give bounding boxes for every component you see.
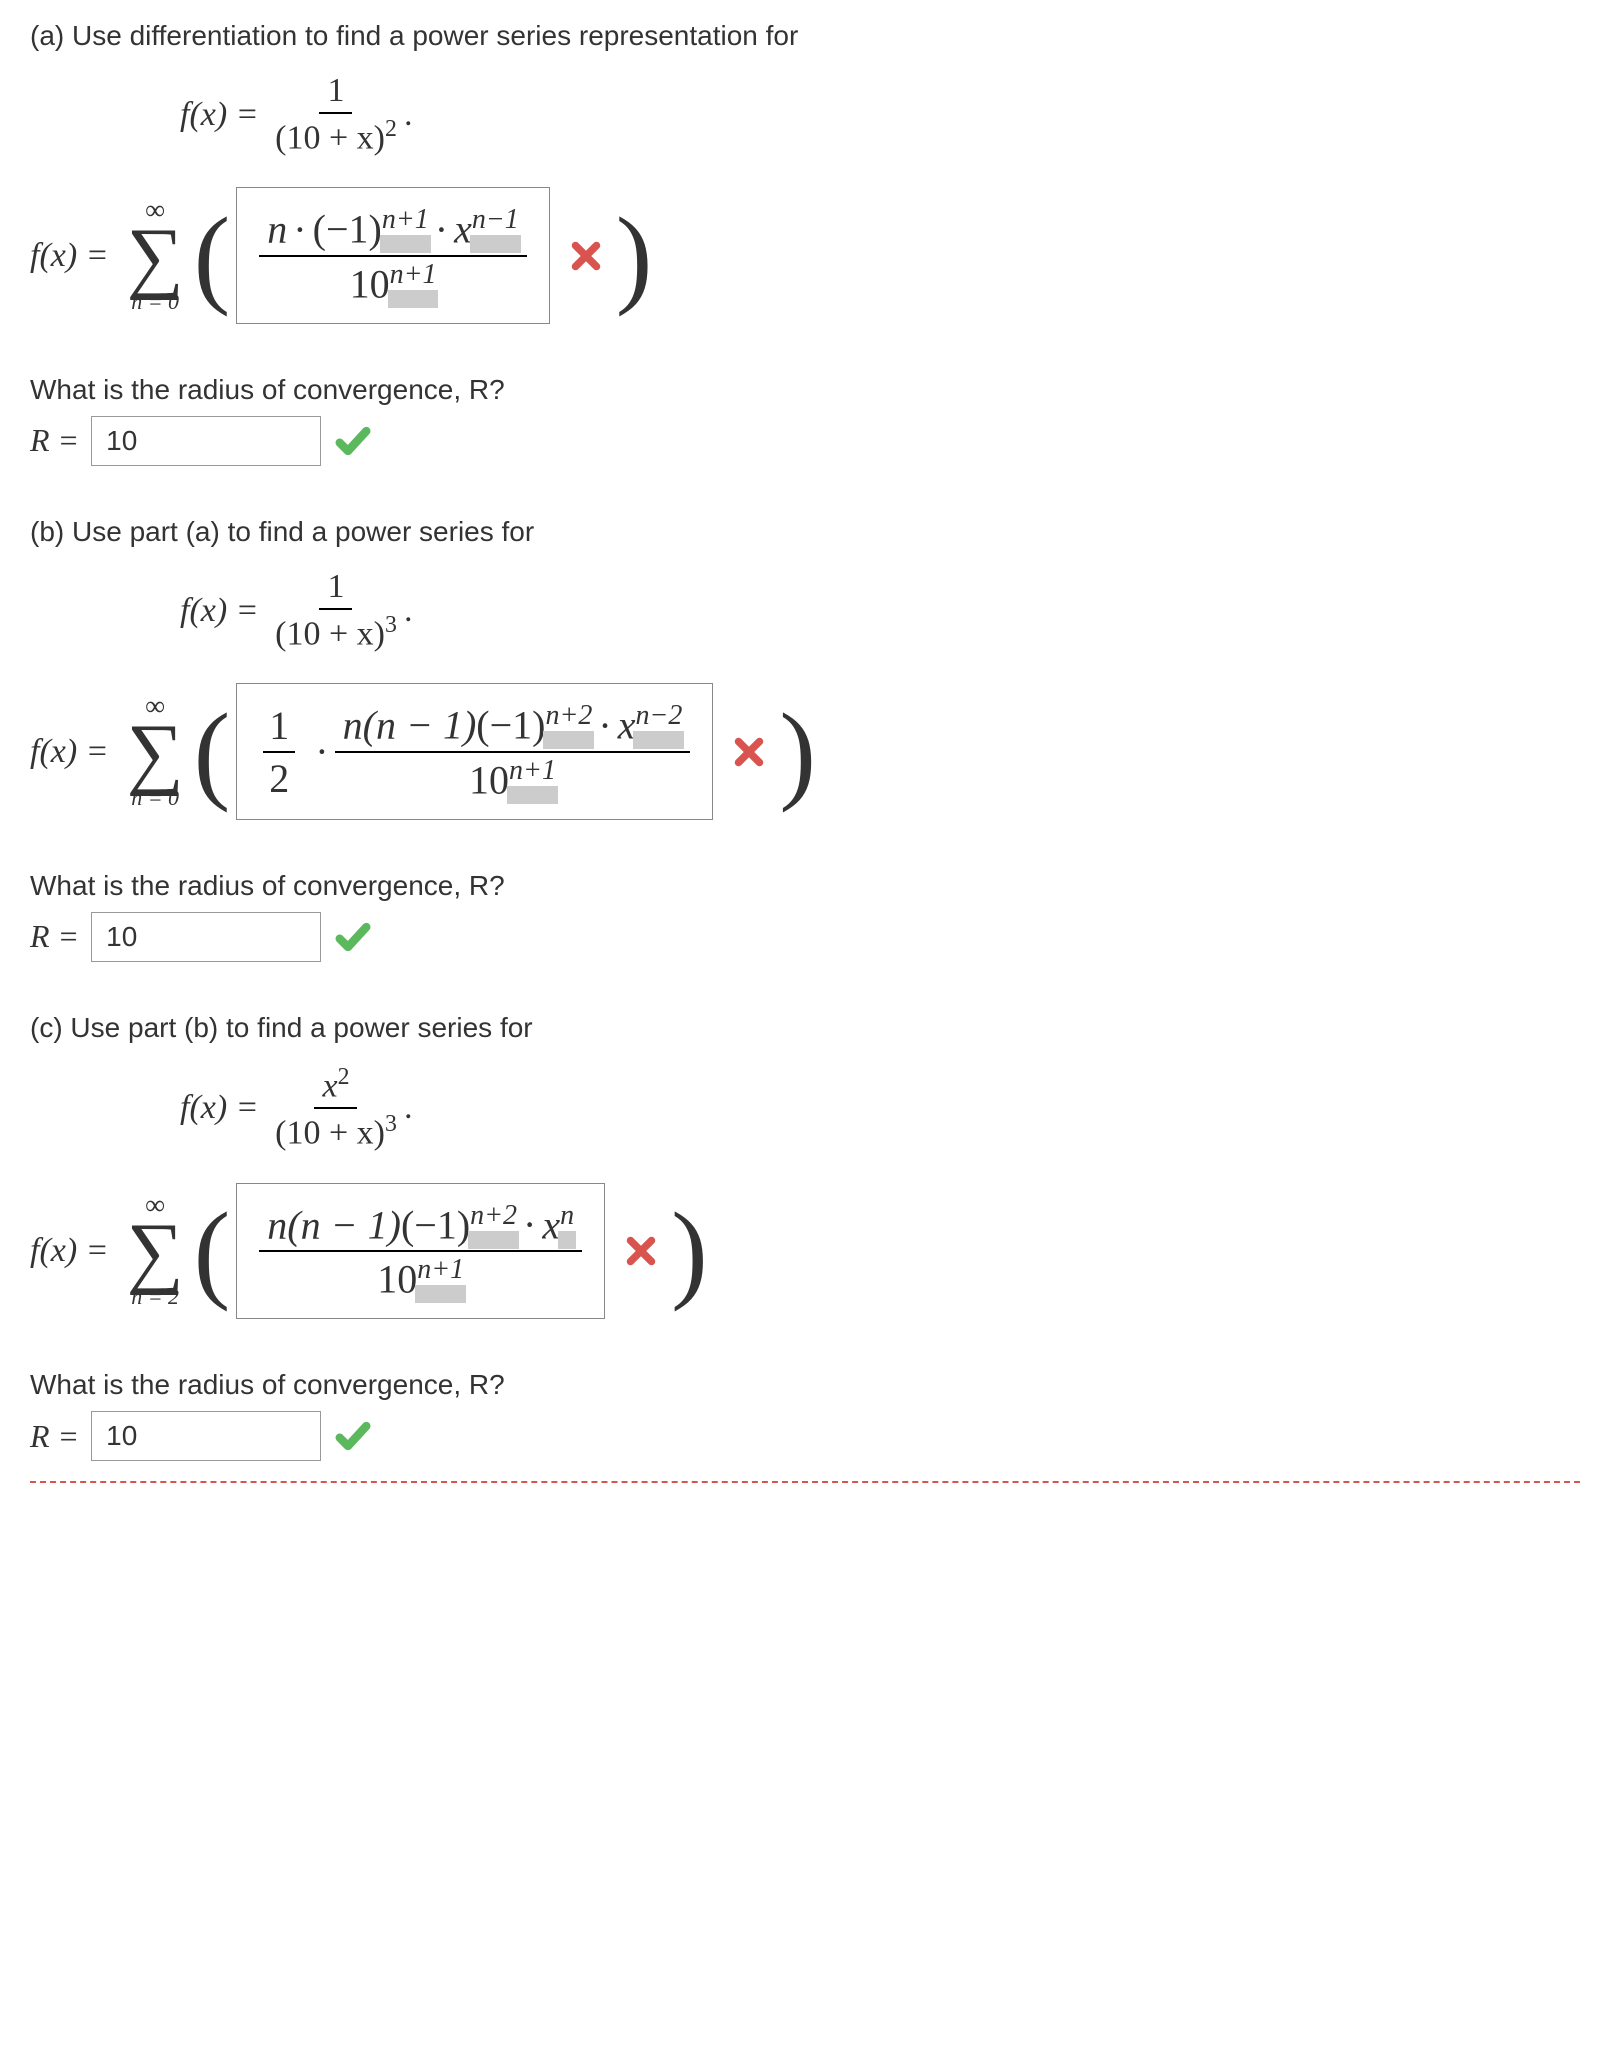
expr-num: n(n − 1)(−1)n+2·xn−2: [335, 700, 691, 752]
part-c-r-row: R = 10: [30, 1411, 1580, 1461]
wrong-icon: [568, 238, 604, 274]
def-den: (10 + x)3: [267, 610, 405, 653]
part-c-prompt: (c) Use part (b) to find a power series …: [30, 1012, 1580, 1044]
fx-label: f(x) =: [180, 96, 259, 134]
correct-icon: [333, 421, 373, 461]
fx-eq: f(x) =: [30, 237, 109, 275]
close-paren: ): [671, 1218, 708, 1284]
part-c-series: f(x) = ∞ ∑ n = 2 ( n(n − 1)(−1)n+2·xn 10…: [30, 1183, 1580, 1320]
part-c-r-question: What is the radius of convergence, R?: [30, 1369, 1580, 1401]
sigma: ∞ ∑ n = 2: [127, 1192, 184, 1310]
wrong-icon: [623, 1233, 659, 1269]
open-paren: (: [194, 223, 231, 289]
wrong-icon: [731, 734, 767, 770]
part-a-r-question: What is the radius of convergence, R?: [30, 374, 1580, 406]
r-input[interactable]: 10: [91, 1411, 321, 1461]
close-paren: ): [616, 223, 653, 289]
expr-den: 10n+1: [342, 257, 445, 307]
series-answer-box[interactable]: n·(−1)n+1·xn−1 10n+1: [236, 187, 549, 324]
part-a-series: f(x) = ∞ ∑ n = 0 ( n·(−1)n+1·xn−1 10n+1 …: [30, 187, 1580, 324]
series-answer-box[interactable]: n(n − 1)(−1)n+2·xn 10n+1: [236, 1183, 605, 1320]
expr-den: 10n+1: [461, 753, 564, 803]
part-b-prompt: (b) Use part (a) to find a power series …: [30, 516, 1580, 548]
fx-label: f(x) =: [180, 1089, 259, 1127]
sigma: ∞ ∑ n = 0: [127, 693, 184, 811]
r-label: R =: [30, 1418, 79, 1455]
fx-eq: f(x) =: [30, 733, 109, 771]
part-a-r-row: R = 10: [30, 416, 1580, 466]
def-num: x2: [314, 1064, 357, 1109]
part-b-r-row: R = 10: [30, 912, 1580, 962]
fx-label: f(x) =: [180, 592, 259, 630]
sigma: ∞ ∑ n = 0: [127, 197, 184, 315]
section-divider: [30, 1481, 1580, 1483]
close-paren: ): [779, 719, 816, 785]
r-label: R =: [30, 918, 79, 955]
open-paren: (: [194, 719, 231, 785]
series-answer-box[interactable]: 1 2 · n(n − 1)(−1)n+2·xn−2 10n+1: [236, 683, 713, 820]
part-c-definition: f(x) = x2 (10 + x)3 .: [180, 1064, 1580, 1153]
r-input[interactable]: 10: [91, 416, 321, 466]
part-a-prompt: (a) Use differentiation to find a power …: [30, 20, 1580, 52]
def-den: (10 + x)2: [267, 114, 405, 157]
part-b-definition: f(x) = 1 (10 + x)3 .: [180, 568, 1580, 653]
def-den: (10 + x)3: [267, 1109, 405, 1152]
r-input[interactable]: 10: [91, 912, 321, 962]
def-num: 1: [319, 72, 352, 114]
r-label: R =: [30, 422, 79, 459]
open-paren: (: [194, 1218, 231, 1284]
part-b-series: f(x) = ∞ ∑ n = 0 ( 1 2 · n(n − 1)(−1)n+2…: [30, 683, 1580, 820]
part-a-definition: f(x) = 1 (10 + x)2 .: [180, 72, 1580, 157]
one-half: 1 2: [263, 702, 295, 802]
expr-num: n(n − 1)(−1)n+2·xn: [259, 1200, 582, 1252]
expr-num: n·(−1)n+1·xn−1: [259, 204, 526, 256]
def-num: 1: [319, 568, 352, 610]
fx-eq: f(x) =: [30, 1232, 109, 1270]
correct-icon: [333, 1416, 373, 1456]
correct-icon: [333, 917, 373, 957]
expr-den: 10n+1: [369, 1252, 472, 1302]
part-b-r-question: What is the radius of convergence, R?: [30, 870, 1580, 902]
